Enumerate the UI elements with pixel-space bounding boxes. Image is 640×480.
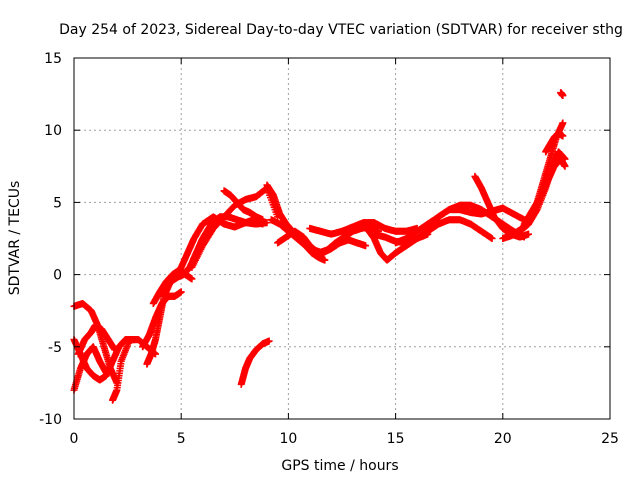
data-points: [70, 89, 569, 404]
y-tick-label: -5: [48, 340, 62, 356]
y-tick-label: 0: [53, 268, 62, 284]
series-arc16: [306, 219, 421, 238]
series-arc20: [424, 204, 528, 235]
data-point: [561, 162, 569, 170]
y-axis-label: SDTVAR / TECUs: [7, 181, 23, 296]
data-point: [362, 242, 370, 250]
chart-title: Day 254 of 2023, Sidereal Day-to-day VTE…: [59, 22, 623, 38]
data-point: [525, 230, 533, 238]
x-tick-label: 5: [177, 431, 186, 447]
plot-frame: [73, 57, 611, 420]
data-point: [559, 119, 567, 127]
data-point: [259, 216, 267, 224]
series-arc10: [188, 184, 282, 271]
series-arc9: [166, 213, 271, 286]
series-arc12: [237, 337, 273, 388]
axis-ticks: 0 5 10 15 20 25 -10 -5 0 5 10 15: [39, 51, 619, 447]
series-arc11: [220, 187, 267, 224]
data-point: [265, 337, 273, 345]
y-tick-label: 10: [44, 123, 62, 139]
series-arc26: [557, 89, 567, 100]
data-point: [559, 132, 567, 140]
y-tick-label: 15: [44, 51, 62, 67]
x-tick-label: 0: [70, 431, 79, 447]
y-tick-label: 5: [53, 195, 62, 211]
data-point: [111, 346, 119, 354]
y-tick-label: -10: [39, 412, 62, 428]
series-arc24: [520, 155, 569, 228]
data-point: [177, 288, 185, 296]
series-arc25: [542, 129, 567, 156]
data-point: [263, 219, 271, 227]
x-axis-label: GPS time / hours: [281, 458, 398, 474]
x-tick-label: 10: [279, 431, 297, 447]
series-arc7: [139, 288, 185, 351]
x-tick-label: 25: [601, 431, 619, 447]
series-arc4: [74, 321, 119, 358]
x-tick-label: 15: [387, 431, 405, 447]
data-point: [559, 92, 567, 100]
data-point: [488, 235, 496, 242]
x-tick-label: 20: [494, 431, 512, 447]
data-point: [321, 256, 329, 264]
data-point: [188, 275, 196, 283]
